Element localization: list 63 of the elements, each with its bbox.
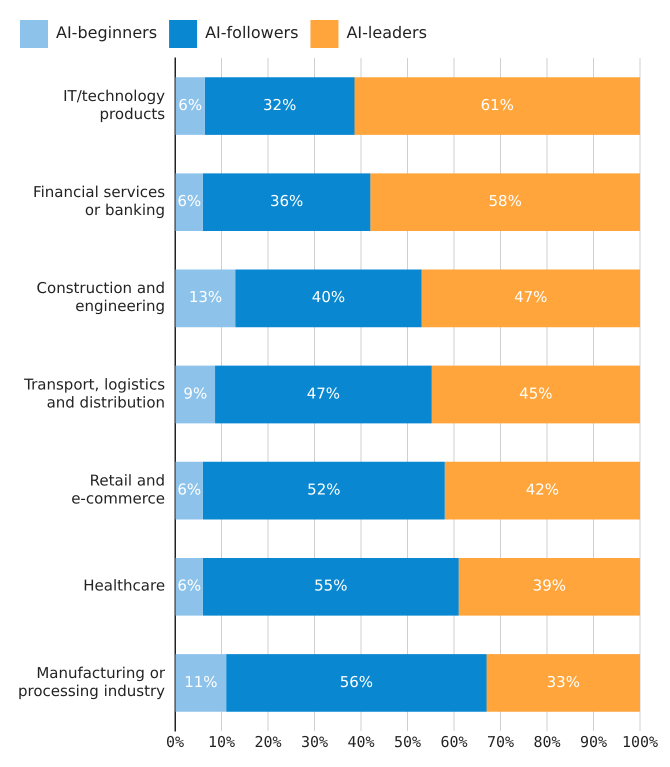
data-label: 6% xyxy=(177,480,202,499)
bar xyxy=(176,270,236,328)
x-tick-label: 20% xyxy=(254,732,282,751)
legend-label: AI-leaders xyxy=(346,23,427,42)
bar xyxy=(458,558,640,616)
bar xyxy=(421,270,640,328)
bar xyxy=(176,173,203,232)
x-tick-label: 50% xyxy=(394,732,422,751)
data-label: 61% xyxy=(480,96,514,114)
data-label: 6% xyxy=(177,576,202,595)
x-tick-label: 80% xyxy=(533,732,561,751)
data-label: 36% xyxy=(270,192,304,210)
bar xyxy=(176,558,203,616)
x-tick-label: 40% xyxy=(347,732,375,751)
data-label: 6% xyxy=(177,192,202,210)
bar xyxy=(235,270,422,328)
bar xyxy=(176,462,203,520)
bar xyxy=(202,558,459,616)
legend-label: AI-followers xyxy=(205,23,298,42)
data-label: 6% xyxy=(178,96,202,114)
legend-label: AI-beginners xyxy=(56,23,158,42)
bar xyxy=(176,77,205,135)
y-tick-label: Manufacturing or processing industry xyxy=(18,664,166,700)
data-label: 9% xyxy=(183,384,208,402)
data-label: 58% xyxy=(488,192,522,210)
bar xyxy=(486,654,640,712)
data-label: 39% xyxy=(532,576,566,595)
data-label: 32% xyxy=(262,96,296,114)
data-label: 47% xyxy=(306,384,340,402)
y-tick-label: IT/technology products xyxy=(63,86,166,123)
bar xyxy=(176,654,226,712)
data-label: 47% xyxy=(514,288,548,306)
data-label: 56% xyxy=(340,672,374,691)
x-tick-label: 0% xyxy=(166,732,184,751)
y-tick-label: Healthcare xyxy=(83,576,166,595)
x-tick-label: 90% xyxy=(580,732,608,751)
bar xyxy=(432,366,640,424)
data-label: 13% xyxy=(188,288,222,306)
data-label: 52% xyxy=(307,480,341,499)
x-tick-label: 70% xyxy=(486,732,514,751)
y-tick-label: Transport, logistics and distribution xyxy=(23,375,166,412)
bar xyxy=(202,173,370,232)
x-tick-label: 60% xyxy=(440,732,468,751)
bar xyxy=(204,77,355,135)
bar xyxy=(370,173,640,232)
data-label: 33% xyxy=(546,672,580,691)
x-tick-label: 10% xyxy=(208,732,236,751)
bar xyxy=(176,366,216,424)
bar xyxy=(354,77,640,135)
bar xyxy=(202,462,445,520)
x-tick-label: 100% xyxy=(622,732,658,751)
bar xyxy=(215,366,432,424)
data-label: 40% xyxy=(312,288,346,306)
data-label: 42% xyxy=(526,480,560,499)
y-tick-label: Construction and engineering xyxy=(36,279,166,316)
data-label: 11% xyxy=(184,672,218,691)
data-label: 55% xyxy=(314,576,348,595)
y-tick-label: Financial services or banking xyxy=(33,183,166,220)
bar xyxy=(444,462,640,520)
bar xyxy=(226,654,487,712)
x-tick-label: 30% xyxy=(300,732,328,751)
y-tick-label: Retail and e-commerce xyxy=(71,472,166,508)
data-label: 45% xyxy=(519,384,553,402)
